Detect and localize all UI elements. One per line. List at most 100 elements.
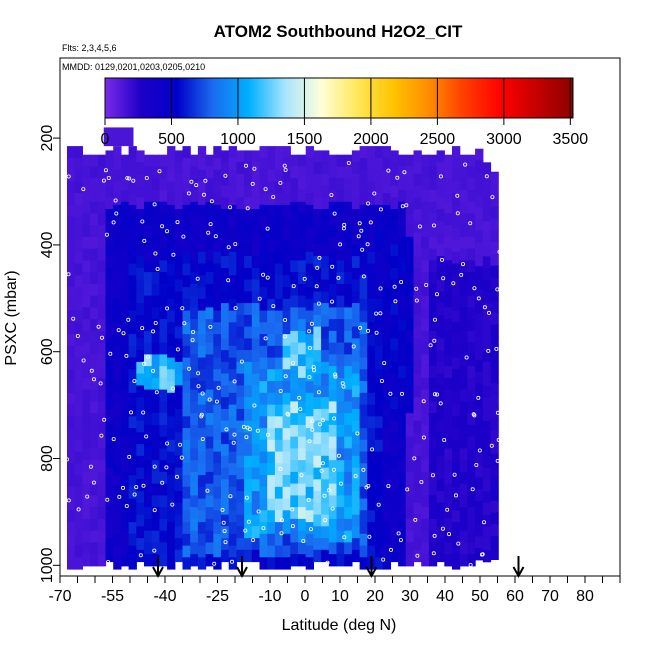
heatmap-cell [274, 428, 284, 441]
heatmap-cell [298, 424, 307, 438]
x-tick-label: 70 [541, 588, 559, 605]
heatmap-cell [459, 213, 468, 226]
heatmap-cell [174, 232, 184, 245]
sample-point [170, 502, 175, 507]
heatmap-cell [213, 486, 222, 500]
heatmap-cell [428, 154, 438, 167]
sample-point [404, 203, 409, 208]
heatmap-cell [405, 330, 415, 344]
heatmap-cell [452, 287, 461, 300]
heatmap-cell [428, 189, 438, 203]
heatmap-cell [221, 150, 230, 163]
heatmap-cell [421, 319, 430, 332]
heatmap-cell [290, 248, 299, 261]
heatmap-cell [344, 495, 353, 508]
heatmap-cell [298, 518, 307, 532]
sample-point [252, 166, 257, 171]
heatmap-cell [213, 557, 222, 570]
heatmap-cell [74, 298, 83, 312]
heatmap-cell [382, 381, 391, 394]
heatmap-cell [197, 298, 207, 312]
heatmap-cell [405, 189, 415, 203]
heatmap-cell [282, 486, 291, 500]
heatmap-cell [436, 185, 445, 198]
heatmap-cell [174, 373, 184, 386]
sample-point [132, 492, 137, 497]
heatmap-cell [167, 451, 176, 464]
sample-point [291, 284, 296, 289]
heatmap-cell [221, 408, 230, 422]
heatmap-cell [298, 377, 307, 391]
sample-point [81, 187, 86, 192]
heatmap-cell [197, 287, 207, 300]
heatmap-cell [328, 178, 338, 191]
heatmap-cell [490, 371, 499, 384]
heatmap-cell [159, 389, 168, 402]
heatmap-cell [482, 526, 492, 539]
heatmap-cell [251, 173, 261, 187]
sample-point [104, 232, 109, 237]
heatmap-cell [421, 542, 430, 555]
heatmap-cell [244, 373, 253, 386]
heatmap-cell [313, 526, 322, 539]
heatmap-cell [305, 345, 314, 359]
sample-point [316, 301, 321, 306]
heatmap-cell [328, 354, 338, 367]
heatmap-cell [459, 483, 468, 496]
heatmap-cell [221, 209, 230, 222]
heatmap-cell [74, 169, 83, 182]
heatmap-cell [228, 533, 237, 547]
heatmap-cell [298, 248, 307, 261]
heatmap-cell [351, 232, 361, 245]
heatmap-cell [475, 289, 484, 302]
heatmap-cell [97, 542, 107, 555]
sample-point [265, 275, 270, 280]
heatmap-cell [113, 357, 122, 370]
heatmap-cell [290, 483, 299, 496]
sample-point [378, 207, 383, 212]
heatmap-cell [128, 204, 137, 218]
heatmap-cell [475, 477, 484, 490]
heatmap-cell [336, 330, 345, 344]
heatmap-cell [305, 486, 314, 500]
heatmap-cell [259, 345, 268, 359]
heatmap-cell [459, 377, 468, 391]
heatmap-cell [344, 436, 353, 449]
heatmap-cell [436, 314, 445, 328]
sample-point [495, 458, 500, 463]
heatmap-cell [259, 228, 268, 241]
heatmap-cell [159, 330, 168, 344]
heatmap-cell [328, 471, 338, 485]
heatmap-cell [313, 467, 322, 480]
heatmap-cell [274, 498, 284, 511]
sample-point [413, 517, 418, 522]
heatmap-cell [182, 310, 191, 323]
heatmap-cell [205, 424, 214, 438]
sample-point [396, 531, 401, 536]
heatmap-cell [213, 416, 222, 429]
heatmap-cell [97, 260, 107, 273]
heatmap-cell [97, 483, 107, 496]
sample-point [279, 518, 284, 523]
sample-point [134, 485, 139, 490]
heatmap-cell [321, 279, 330, 292]
heatmap-cell [274, 545, 284, 558]
heatmap-cell [267, 204, 276, 218]
heatmap-cell [390, 267, 399, 281]
heatmap-cell [151, 448, 160, 461]
sample-point [428, 343, 433, 348]
heatmap-cell [113, 240, 122, 253]
heatmap-cell [321, 338, 330, 351]
heatmap-cell [405, 542, 415, 555]
heatmap-cell [159, 319, 168, 332]
heatmap-cell [105, 361, 114, 375]
heatmap-cell [452, 522, 461, 535]
heatmap-cell [274, 228, 284, 241]
heatmap-cell [298, 354, 307, 367]
heatmap-cell [282, 275, 291, 288]
heatmap-cell [405, 236, 415, 250]
heatmap-cell [452, 322, 461, 335]
heatmap-cell [105, 538, 114, 551]
heatmap-cell [313, 444, 322, 457]
heatmap-cell [421, 377, 430, 391]
